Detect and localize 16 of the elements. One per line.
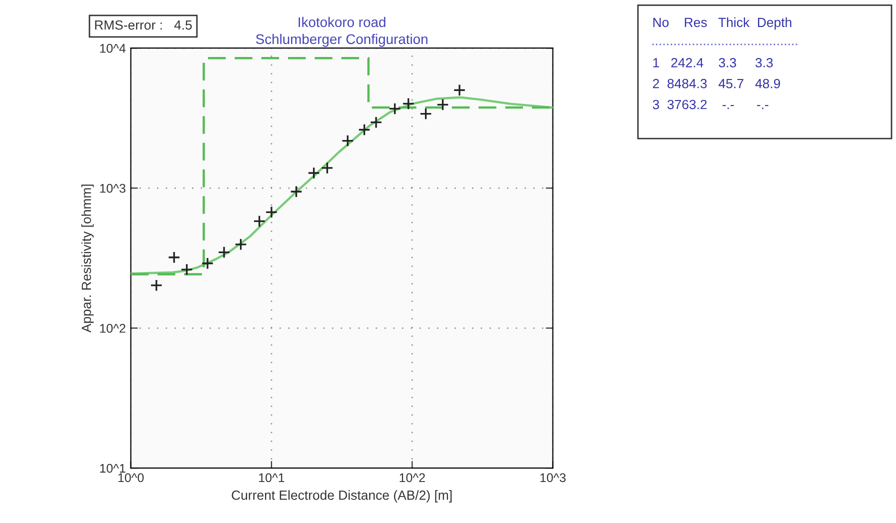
y-tick-label: 10^3 [100,184,126,193]
x-tick-label: 10^1 [259,473,284,482]
y-tick-label: 10^1 [100,464,126,473]
x-tick-label: 10^2 [400,473,425,482]
text: 1 242.4 3.3 3.3 [653,58,773,68]
text: RMS-error : 4.5 [95,20,192,30]
x-tick-label: 10^3 [540,473,566,482]
x-tick-label: 10^0 [118,473,144,482]
y-tick-label: 10^2 [100,324,126,333]
chart-title: Ikotokoro road Schlumberger Configuration [256,16,428,47]
text: 2 8484.3 45.7 48.9 [652,78,780,88]
y-axis-title: Appar. Resistivity [ohmm] [81,184,94,332]
x-axis-title: Current Electrode Distance (AB/2) [m] [232,490,452,502]
text: 3 3763.2 -.- -.- [652,100,768,110]
y-tick-label: 10^4 [100,44,126,53]
text: No Res Thick Depth [653,17,792,30]
